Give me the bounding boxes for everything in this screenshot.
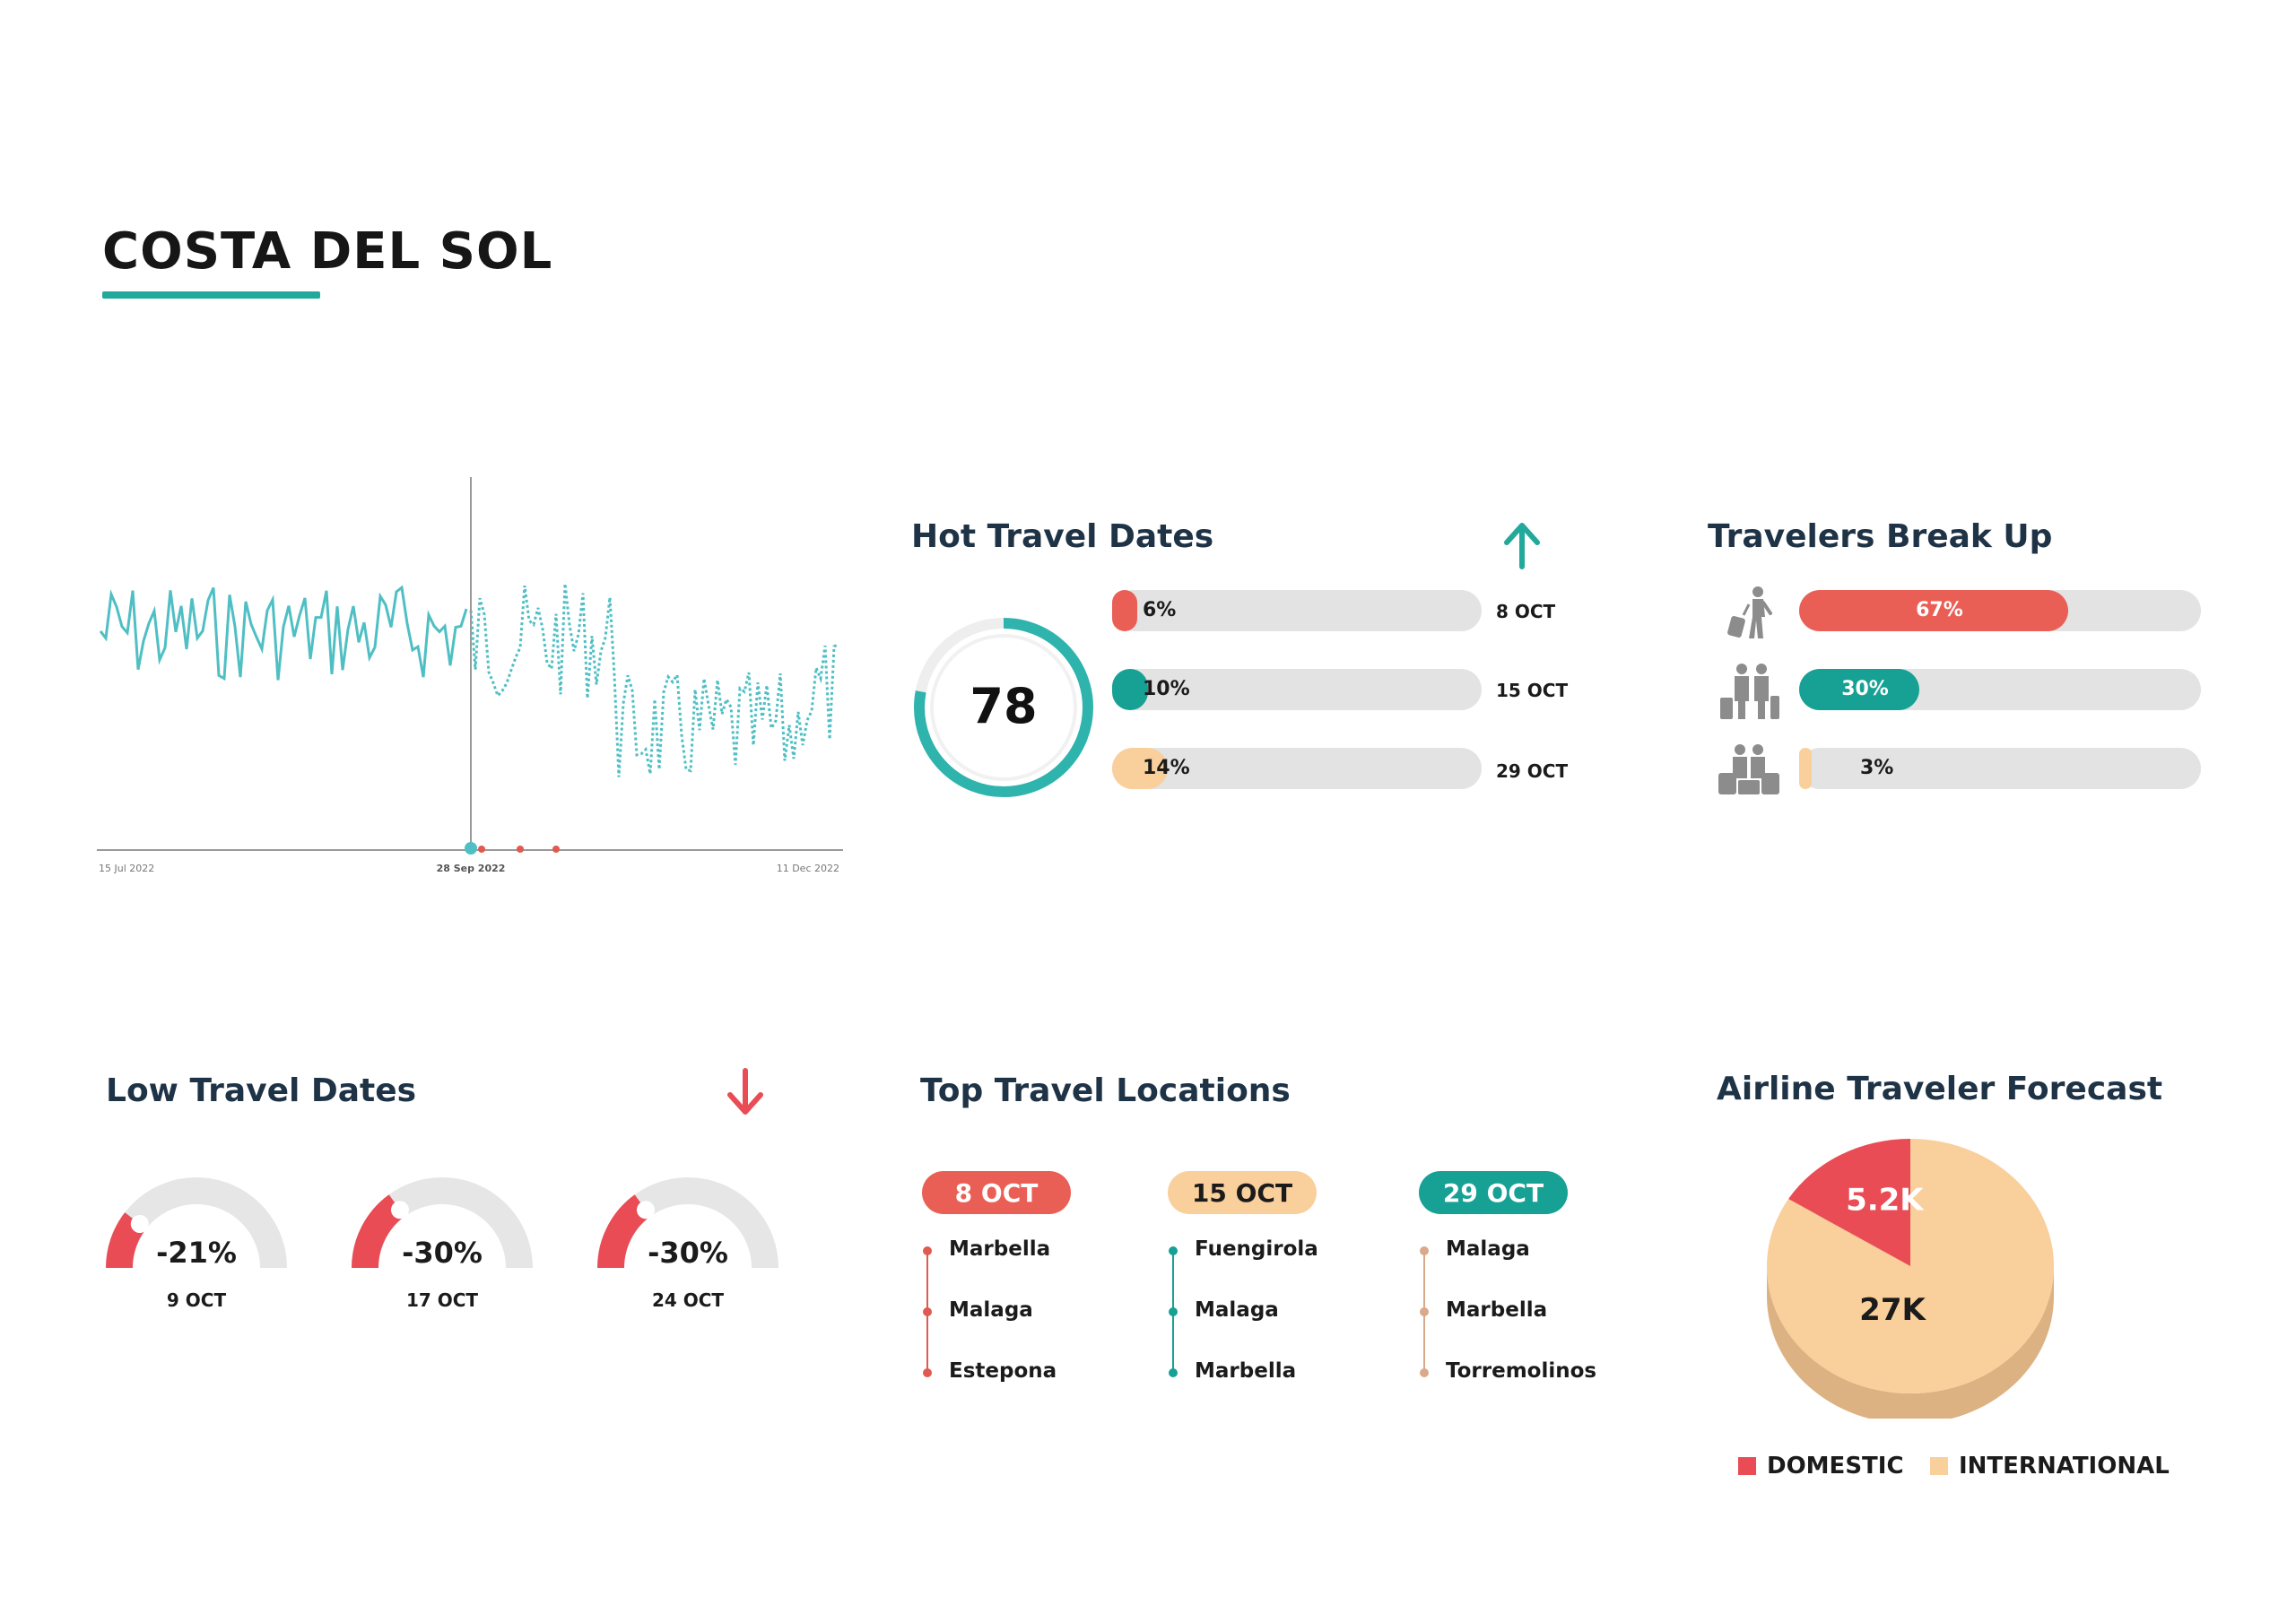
- hot-bar-fill: [1112, 590, 1137, 631]
- location-name: Marbella: [1195, 1359, 1297, 1383]
- legend-item-international: INTERNATIONAL: [1930, 1453, 2170, 1480]
- score-ring: 78: [914, 618, 1093, 797]
- hot-bar-percent: 14%: [1143, 757, 1190, 779]
- timeline-dot: [1169, 1368, 1178, 1377]
- gauge-value: -21%: [156, 1236, 237, 1270]
- title-underline: [102, 291, 320, 299]
- hot-bar-track: 6%: [1112, 590, 1482, 631]
- gauge-dial: [352, 1177, 533, 1269]
- location-name: Marbella: [1446, 1298, 1548, 1322]
- timeline-dot: [1420, 1246, 1429, 1255]
- arrow-up-icon: [1504, 523, 1540, 569]
- traveler-bar-fill: [1799, 590, 2069, 631]
- arrow-down-icon: [727, 1068, 763, 1115]
- low-travel-title: Low Travel Dates: [106, 1072, 417, 1109]
- hot-bar-percent: 6%: [1143, 599, 1177, 621]
- traveler-bar-track: 67%: [1799, 590, 2201, 631]
- location-date-pill[interactable]: 8 OCT: [922, 1171, 1071, 1214]
- score-arc: [914, 618, 1093, 797]
- history-line: [99, 585, 468, 681]
- location-column: 29 OCT Malaga Marbella Torremolinos: [1419, 1171, 1688, 1386]
- gauge-date: 24 OCT: [651, 1289, 725, 1311]
- solo-traveler-icon: [1727, 586, 1772, 638]
- gauge-value: -30%: [402, 1236, 483, 1270]
- hot-bar-track: 10%: [1112, 669, 1482, 710]
- x-tick-label: 11 Dec 2022: [777, 863, 839, 874]
- pie-slice-label: 5.2K: [1846, 1183, 1925, 1219]
- forecast-title: Airline Traveler Forecast: [1717, 1071, 2163, 1107]
- timeline-dot: [923, 1307, 932, 1316]
- traveler-bar-percent: 67%: [1916, 599, 1963, 621]
- timeline-dot: [1169, 1307, 1178, 1316]
- gauge-date: 9 OCT: [166, 1289, 227, 1311]
- gauge-dial: [597, 1177, 778, 1269]
- trend-chart: 15 Jul 2022 28 Sep 2022 11 Dec 2022: [97, 477, 843, 874]
- hot-bar-track: 14%: [1112, 748, 1482, 789]
- gauge-knob: [130, 1214, 149, 1233]
- timeline-dot: [1420, 1368, 1429, 1377]
- gauge: -30% 24 OCT: [594, 1175, 782, 1318]
- traveler-bar-fill: [1799, 748, 1812, 789]
- hot-bar-percent: 10%: [1143, 678, 1190, 700]
- pie-slice-domestic[interactable]: [1788, 1139, 1910, 1266]
- gauge-fill: [352, 1194, 405, 1269]
- score-value: 78: [970, 678, 1037, 734]
- today-marker-dot[interactable]: [465, 842, 477, 855]
- gauge-knob: [390, 1201, 409, 1219]
- legend-swatch: [1930, 1457, 1948, 1475]
- location-name: Estepona: [949, 1359, 1057, 1383]
- location-column: 15 OCT Fuengirola Malaga Marbella: [1168, 1171, 1419, 1386]
- couple-traveler-icon: [1720, 664, 1779, 719]
- timeline-dot: [1169, 1246, 1178, 1255]
- traveler-bar-percent: 30%: [1841, 678, 1889, 700]
- event-dot[interactable]: [552, 846, 560, 853]
- location-name: Fuengirola: [1195, 1237, 1318, 1261]
- hot-bar-date: 15 OCT: [1496, 680, 1569, 701]
- timeline-dot: [923, 1246, 932, 1255]
- pie-slice-label: 27K: [1859, 1292, 1926, 1328]
- traveler-bar-track: 3%: [1799, 748, 2201, 789]
- traveler-bar-fill: [1799, 669, 1920, 710]
- page-title: COSTA DEL SOL: [102, 222, 553, 281]
- family-traveler-icon: [1718, 744, 1779, 794]
- location-column: 8 OCT Marbella Malaga Estepona: [922, 1171, 1173, 1386]
- travelers-title: Travelers Break Up: [1708, 518, 2053, 555]
- forecast-pie-chart: 5.2K 27K: [1767, 1139, 2054, 1419]
- legend-label: DOMESTIC: [1767, 1453, 1904, 1480]
- legend-item-domestic: DOMESTIC: [1738, 1453, 1904, 1480]
- x-tick-label: 15 Jul 2022: [99, 863, 154, 874]
- gauge-dial: [106, 1177, 287, 1269]
- location-name: Malaga: [949, 1298, 1033, 1322]
- hot-bar-fill: [1112, 748, 1168, 789]
- location-date-pill[interactable]: 15 OCT: [1168, 1171, 1317, 1214]
- gauge: -30% 17 OCT: [348, 1175, 536, 1318]
- hot-bar-fill: [1112, 669, 1148, 710]
- location-date-pill[interactable]: 29 OCT: [1419, 1171, 1568, 1214]
- traveler-bar-percent: 3%: [1860, 757, 1894, 779]
- timeline-dot: [1420, 1307, 1429, 1316]
- location-name: Malaga: [1195, 1298, 1279, 1322]
- gauge-value: -30%: [648, 1236, 728, 1270]
- legend-label: INTERNATIONAL: [1959, 1453, 2170, 1480]
- gauge: -21% 9 OCT: [102, 1175, 291, 1318]
- event-dot[interactable]: [478, 846, 485, 853]
- x-tick-label: 28 Sep 2022: [437, 863, 506, 874]
- hot-bar-date: 8 OCT: [1496, 601, 1556, 622]
- gauge-fill: [597, 1194, 651, 1269]
- hot-bar-date: 29 OCT: [1496, 760, 1569, 782]
- location-name: Malaga: [1446, 1237, 1530, 1261]
- hot-travel-title: Hot Travel Dates: [911, 518, 1214, 555]
- location-name: Marbella: [949, 1237, 1051, 1261]
- pie-side: [1767, 1266, 2054, 1419]
- gauge-knob: [636, 1201, 655, 1219]
- top-locations-title: Top Travel Locations: [920, 1072, 1291, 1109]
- legend-swatch: [1738, 1457, 1756, 1475]
- timeline-dot: [923, 1368, 932, 1377]
- location-name: Torremolinos: [1446, 1359, 1597, 1383]
- event-dot[interactable]: [517, 846, 524, 853]
- forecast-line: [469, 583, 839, 777]
- gauge-date: 17 OCT: [405, 1289, 479, 1311]
- traveler-bar-track: 30%: [1799, 669, 2201, 710]
